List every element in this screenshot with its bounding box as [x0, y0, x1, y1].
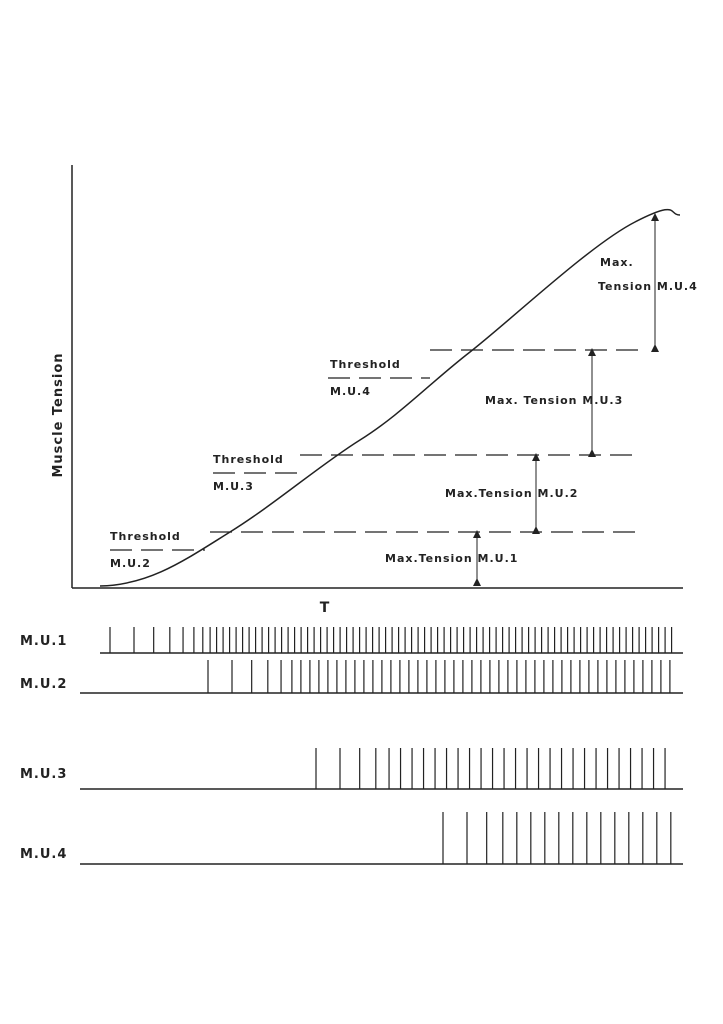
- max-tension-label: Max. Tension M.U.3: [485, 394, 623, 407]
- spike-trains: M.U.1 M.U.2 M.U.3 M.U.4: [20, 627, 683, 865]
- threshold-label: M.U.2: [110, 557, 151, 570]
- max-tension-label: Max.: [600, 256, 634, 269]
- train-label: M.U.2: [20, 677, 67, 692]
- threshold-label: M.U.3: [213, 480, 254, 493]
- train-label: M.U.3: [20, 767, 67, 782]
- threshold-label: Threshold: [213, 453, 284, 466]
- max-tension-label: Max.Tension M.U.2: [445, 487, 578, 500]
- tension-curve: [99, 208, 681, 587]
- threshold-label: Threshold: [110, 530, 181, 543]
- threshold-label: M.U.4: [330, 385, 371, 398]
- x-axis-label: T: [320, 600, 331, 616]
- max-tension-label: Tension M.U.4: [598, 280, 698, 293]
- y-axis-label: Muscle Tension: [51, 352, 66, 477]
- train-label: M.U.1: [20, 634, 67, 649]
- threshold-label: Threshold: [330, 358, 401, 371]
- train-label: M.U.4: [20, 847, 67, 862]
- max-tension-label: Max.Tension M.U.1: [385, 552, 518, 565]
